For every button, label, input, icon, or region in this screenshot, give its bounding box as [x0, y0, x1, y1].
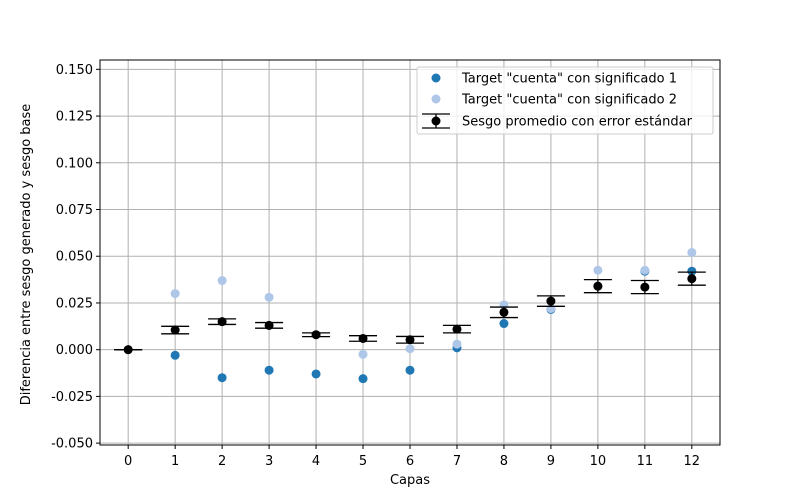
- x-tick-label: 1: [171, 454, 179, 469]
- x-tick-label: 10: [590, 454, 607, 469]
- point-meaning2: [358, 349, 368, 359]
- x-tick-label: 9: [547, 454, 555, 469]
- legend-box: [416, 66, 714, 135]
- point-average: [546, 296, 556, 306]
- legend: Target "cuenta" con significado 1 Target…: [416, 66, 714, 135]
- point-average: [405, 335, 415, 345]
- point-meaning2: [687, 248, 697, 257]
- x-tick-label: 4: [312, 454, 320, 469]
- y-tick-label: 0.050: [56, 250, 93, 265]
- plot-marks: [114, 248, 706, 384]
- point-meaning1: [405, 365, 415, 375]
- point-meaning1: [170, 350, 180, 360]
- legend-marker-average-errorbar: [422, 113, 450, 129]
- x-tick-label: 12: [684, 454, 701, 469]
- x-tick-label: 2: [218, 454, 226, 469]
- y-tick-label: -0.025: [51, 390, 93, 405]
- y-tick-label: 0.000: [56, 343, 93, 358]
- point-meaning1: [311, 369, 321, 379]
- point-average: [217, 317, 227, 327]
- point-average: [264, 320, 274, 330]
- point-meaning1: [358, 374, 368, 384]
- y-tick-label: 0.100: [56, 156, 93, 171]
- point-average: [640, 282, 650, 292]
- legend-marker-meaning2: [431, 94, 441, 104]
- point-meaning2: [405, 344, 415, 354]
- point-average: [687, 274, 697, 284]
- point-meaning1: [217, 373, 227, 383]
- x-tick-label: 7: [453, 454, 461, 469]
- point-meaning2: [593, 265, 603, 275]
- legend-label-meaning1: Target "cuenta" con significado 1: [461, 72, 677, 87]
- legend-label-average: Sesgo promedio con error estándar: [462, 115, 693, 130]
- point-meaning2: [217, 276, 227, 286]
- y-tick-label: 0.025: [56, 296, 93, 311]
- point-average: [358, 333, 368, 343]
- point-average: [499, 307, 509, 317]
- point-meaning1: [499, 319, 509, 329]
- point-meaning2: [452, 339, 462, 349]
- y-tick-label: 0.075: [56, 203, 93, 218]
- point-average: [170, 325, 180, 335]
- point-meaning2: [170, 289, 180, 299]
- x-axis-label: Capas: [390, 473, 430, 488]
- x-tick-label: 8: [500, 454, 508, 469]
- legend-marker-meaning1: [431, 73, 441, 83]
- point-average: [311, 330, 321, 340]
- point-meaning2: [264, 292, 274, 302]
- y-tick-label: -0.050: [51, 437, 93, 452]
- point-meaning1: [264, 365, 274, 375]
- y-tick-label: 0.125: [56, 110, 93, 125]
- point-average: [123, 345, 133, 355]
- x-tick-label: 5: [359, 454, 367, 469]
- point-meaning2: [640, 265, 650, 275]
- y-axis-label: Diferencia entre sesgo generado y sesgo …: [19, 104, 34, 406]
- x-tick-label: 0: [124, 454, 132, 469]
- legend-label-meaning2: Target "cuenta" con significado 2: [461, 93, 677, 108]
- point-average: [452, 324, 462, 334]
- x-tick-label: 3: [265, 454, 273, 469]
- y-tick-label: 0.150: [56, 63, 93, 78]
- point-meaning1: [687, 266, 697, 276]
- x-tick-label: 11: [637, 454, 654, 469]
- axes: 0 1 2 3 4 5 6 7 8 9 10 11 12-0.050-0.0250.0000.0250.…: [51, 63, 700, 469]
- point-average: [593, 281, 603, 291]
- legend-average-dot: [431, 116, 441, 126]
- x-tick-label: 6: [406, 454, 414, 469]
